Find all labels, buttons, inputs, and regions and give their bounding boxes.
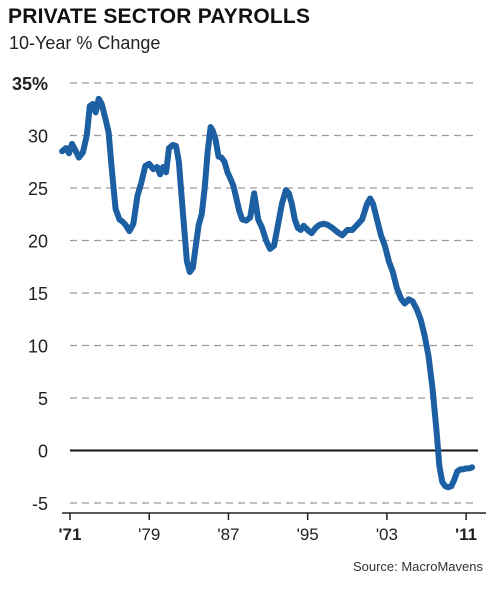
x-tick-label: '87	[217, 525, 239, 544]
y-tick-label: 15	[28, 284, 48, 304]
y-axis: 35% 30 25 20 15 10 5 0 -5	[12, 74, 48, 514]
y-tick-label: -5	[32, 494, 48, 514]
grid-layer	[70, 82, 478, 504]
x-tick-label: '11	[455, 525, 477, 544]
y-tick-label: 0	[38, 442, 48, 462]
series-line	[59, 95, 476, 491]
x-axis: '71 '79 '87 '95 '03 '11	[59, 512, 486, 544]
y-tick-label: 20	[28, 232, 48, 252]
chart-title: PRIVATE SECTOR PAYROLLS	[8, 5, 311, 28]
y-tick-label: 35%	[12, 74, 48, 94]
y-tick-label: 5	[38, 389, 48, 409]
x-tick-label: '03	[376, 525, 398, 544]
x-tick-label: '95	[297, 525, 319, 544]
x-tick-label: '79	[138, 525, 160, 544]
x-tick-label: '71	[59, 525, 82, 544]
y-tick-label: 25	[28, 179, 48, 199]
chart-subtitle: 10-Year % Change	[9, 33, 161, 53]
series-layer	[59, 95, 476, 491]
source-note: Source: MacroMavens	[352, 559, 483, 574]
y-tick-label: 30	[28, 127, 48, 147]
y-tick-label: 10	[28, 337, 48, 357]
